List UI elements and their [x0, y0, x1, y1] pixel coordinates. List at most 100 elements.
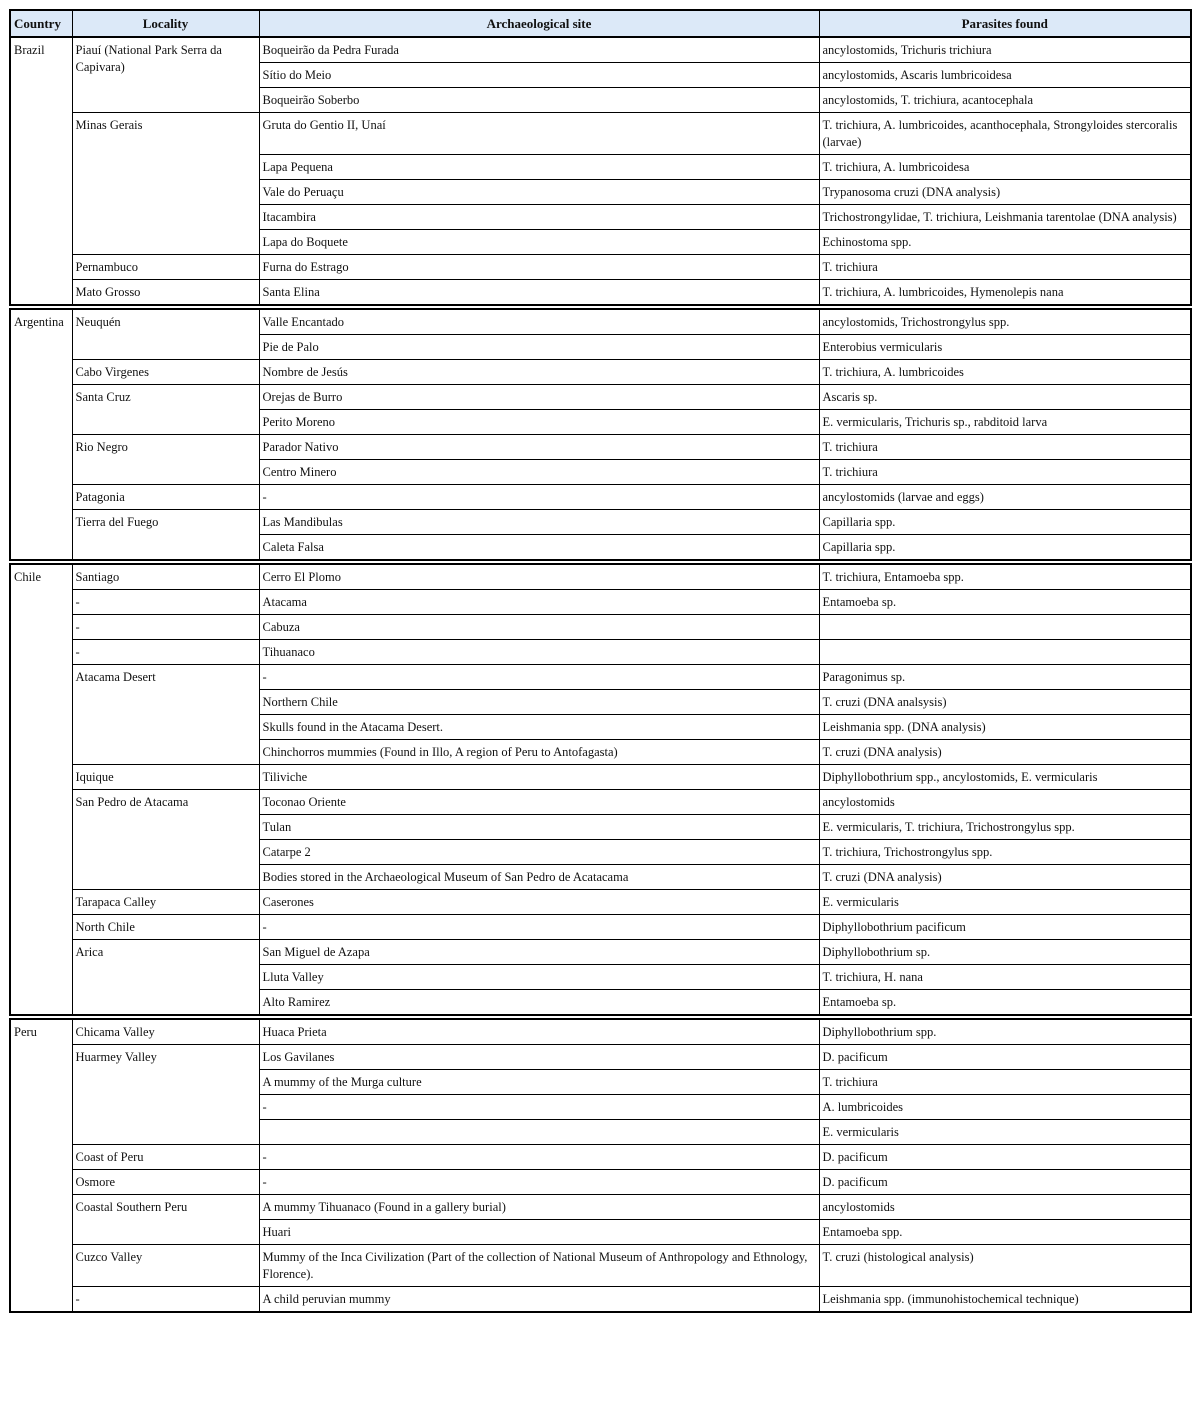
site-cell: Toconao Oriente [258, 789, 820, 815]
site-cell: Caleta Falsa [258, 534, 820, 563]
site-cell: Lapa Pequena [258, 154, 820, 180]
parasites-cell [818, 639, 1192, 665]
table-row: Sítio do Meio ancylostomids, Ascaris lumb… [10, 62, 1192, 88]
site-cell: A child peruvian mummy [258, 1286, 820, 1313]
site-cell: Chinchorros mummies (Found in Illo, A re… [258, 739, 820, 765]
site-cell: Mummy of the Inca Civilization (Part of … [258, 1244, 820, 1287]
table-row: Lapa do Boquete Echinostoma spp. [10, 229, 1192, 255]
parasites-cell: Ascaris sp. [818, 384, 1192, 410]
site-cell: Nombre de Jesús [258, 359, 820, 385]
site-cell: Atacama [258, 589, 820, 615]
table-row: E. vermicularis [10, 1119, 1192, 1145]
site-cell: San Miguel de Azapa [258, 939, 820, 965]
locality-cell: Pernambuco [71, 254, 260, 280]
table-row: - Cabuza [10, 614, 1192, 640]
parasites-cell: E. vermicularis, Trichuris sp., rabditoi… [818, 409, 1192, 435]
locality-cell: Chicama Valley [71, 1014, 260, 1045]
table-row: Santa Cruz Orejas de Burro Ascaris sp. [10, 384, 1192, 435]
table-row: San Pedro de Atacama Toconao Oriente ancyl… [10, 789, 1192, 890]
table-row: Lluta Valley T. trichiura, H. nana [10, 964, 1192, 990]
parasites-cell: Diphyllobothrium spp., ancylostomids, E.… [818, 764, 1192, 790]
parasites-cell: T. trichiura, A. lumbricoides, Hymenolep… [818, 279, 1192, 308]
parasites-cell: ancylostomids, T. trichiura, acantocepha… [818, 87, 1192, 113]
parasites-cell: T. cruzi (DNA analysis) [818, 864, 1192, 890]
locality-cell: Tierra del Fuego [71, 509, 260, 563]
parasites-cell: Entamoeba sp. [818, 589, 1192, 615]
parasites-cell: T. trichiura [818, 434, 1192, 460]
table-row: Tarapaca Calley Caserones E. vermicularis [10, 889, 1192, 915]
parasites-cell: T. trichiura, Entamoeba spp. [818, 559, 1192, 590]
parasites-cell: Entamoeba spp. [818, 1219, 1192, 1245]
table-row: Lapa Pequena T. trichiura, A. lumbricoide… [10, 154, 1192, 180]
table-row: Brazil Piauí (National Park Serra da Capi… [9, 36, 1192, 308]
site-cell: Vale do Peruaçu [258, 179, 820, 205]
table-row: Coast of Peru - D. pacificum [10, 1144, 1192, 1170]
column-header: Locality [71, 9, 260, 38]
locality-cell: Iquique [71, 764, 260, 790]
table-row: Atacama Desert - Paragonimus sp. [10, 664, 1192, 765]
site-cell: Skulls found in the Atacama Desert. [258, 714, 820, 740]
locality-cell: Atacama Desert [71, 664, 260, 765]
site-cell: Itacambira [258, 204, 820, 230]
table-row: Iquique Tiliviche Diphyllobothrium spp., a… [10, 764, 1192, 790]
parasites-cell: T. trichiura [818, 459, 1192, 485]
site-cell: Gruta do Gentio II, Unaí [258, 112, 820, 155]
parasites-cell: ancylostomids (larvae and eggs) [818, 484, 1192, 510]
locality-cell: Tarapaca Calley [71, 889, 260, 915]
table-row: Skulls found in the Atacama Desert. Leish… [10, 714, 1192, 740]
site-cell: Orejas de Burro [258, 384, 820, 410]
parasites-cell: E. vermicularis [818, 1119, 1192, 1145]
site-cell: - [258, 484, 820, 510]
site-cell: A mummy of the Murga culture [258, 1069, 820, 1095]
locality-cell: Santa Cruz [71, 384, 260, 435]
site-cell: Caserones [258, 889, 820, 915]
site-cell: Catarpe 2 [258, 839, 820, 865]
table-row: Centro Minero T. trichiura [10, 459, 1192, 485]
table-row: - Atacama Entamoeba sp. [10, 589, 1192, 615]
locality-cell: - [71, 639, 260, 665]
parasites-cell: T. cruzi (DNA analysis) [818, 739, 1192, 765]
table-row: Bodies stored in the Archaeological Muse… [10, 864, 1192, 890]
parasites-cell: ancylostomids [818, 1194, 1192, 1220]
table-row: Catarpe 2 T. trichiura, Trichostrongylus … [10, 839, 1192, 865]
locality-cell: San Pedro de Atacama [71, 789, 260, 890]
table-row: Pie de Palo Enterobius vermicularis [10, 334, 1192, 360]
site-cell: Cabuza [258, 614, 820, 640]
table-row: Tierra del Fuego Las Mandibulas Capillaria… [10, 509, 1192, 563]
locality-cell: Santiago [71, 559, 260, 590]
table-row: Mato Grosso Santa Elina T. trichiura, A. l… [10, 279, 1192, 308]
parasites-cell: ancylostomids, Trichuris trichiura [818, 36, 1192, 63]
parasites-cell: D. pacificum [818, 1044, 1192, 1070]
site-cell: Perito Moreno [258, 409, 820, 435]
parasites-cell: Enterobius vermicularis [818, 334, 1192, 360]
site-cell: - [258, 1169, 820, 1195]
locality-cell: Arica [71, 939, 260, 1018]
country-cell: Chile [9, 559, 73, 1018]
locality-cell: Coast of Peru [71, 1144, 260, 1170]
parasites-cell [818, 614, 1192, 640]
parasites-cell: Echinostoma spp. [818, 229, 1192, 255]
locality-cell: Cabo Virgenes [71, 359, 260, 385]
table-row: - Tihuanaco [10, 639, 1192, 665]
table-row: Chinchorros mummies (Found in Illo, A re… [10, 739, 1192, 765]
parasites-cell: ancylostomids, Ascaris lumbricoidesa [818, 62, 1192, 88]
parasites-cell: T. trichiura, A. lumbricoides [818, 359, 1192, 385]
site-cell: Huaca Prieta [258, 1014, 820, 1045]
parasites-cell: Trichostrongylidae, T. trichiura, Leishm… [818, 204, 1192, 230]
table-row: Itacambira Trichostrongylidae, T. trichiu… [10, 204, 1192, 230]
parasites-cell: E. vermicularis, T. trichiura, Trichostr… [818, 814, 1192, 840]
parasites-cell: D. pacificum [818, 1144, 1192, 1170]
country-cell: Peru [9, 1014, 73, 1313]
table-row: North Chile - Diphyllobothrium pacificum [10, 914, 1192, 940]
parasites-cell: Diphyllobothrium spp. [818, 1014, 1192, 1045]
locality-cell: Huarmey Valley [71, 1044, 260, 1145]
site-cell [258, 1119, 820, 1145]
parasites-cell: T. trichiura, H. nana [818, 964, 1192, 990]
table-body: Brazil Piauí (National Park Serra da Capi… [9, 36, 1192, 1313]
table-row: Cuzco Valley Mummy of the Inca Civilizati… [10, 1244, 1192, 1287]
parasites-cell: Capillaria spp. [818, 509, 1192, 535]
site-cell: Bodies stored in the Archaeological Muse… [258, 864, 820, 890]
parasites-cell: T. cruzi (histological analysis) [818, 1244, 1192, 1287]
locality-cell: North Chile [71, 914, 260, 940]
site-cell: Parador Nativo [258, 434, 820, 460]
